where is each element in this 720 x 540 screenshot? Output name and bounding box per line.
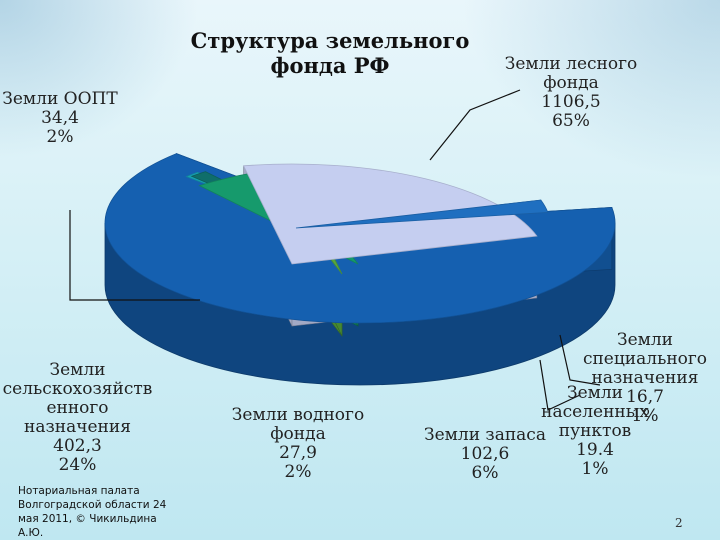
- label-special-purpose: Земли специального назначения 16,7 1%: [582, 330, 708, 426]
- pie-tops: [104, 153, 616, 324]
- leader-line-3: [69, 210, 200, 301]
- label-agricultural: Земли сельскохозяйств енного назначения …: [2, 360, 153, 475]
- pie-slice-oopt: [295, 199, 549, 229]
- leader-line-1: [559, 334, 601, 386]
- label-reserve: Земли запаса 102,6 6%: [424, 425, 546, 483]
- label-forest-fund: Земли лесного фонда 1106,5 65%: [504, 54, 638, 131]
- chart-title: Структура земельного фонда РФ: [190, 28, 470, 78]
- leader-line-2: [539, 359, 581, 411]
- label-water-fund: Земли водного фонда 27,9 2%: [231, 405, 365, 482]
- page-number: 2: [675, 516, 683, 530]
- leader-line-0: [429, 89, 521, 161]
- footer-credits: Нотариальная палата Волгоградской област…: [18, 485, 167, 539]
- pie-slice-agricultural: [242, 163, 538, 265]
- label-oopt: Земли ООПТ 34,4 2%: [2, 89, 118, 147]
- label-settlements: Земли населенных пунктов 19.4 1%: [541, 383, 649, 479]
